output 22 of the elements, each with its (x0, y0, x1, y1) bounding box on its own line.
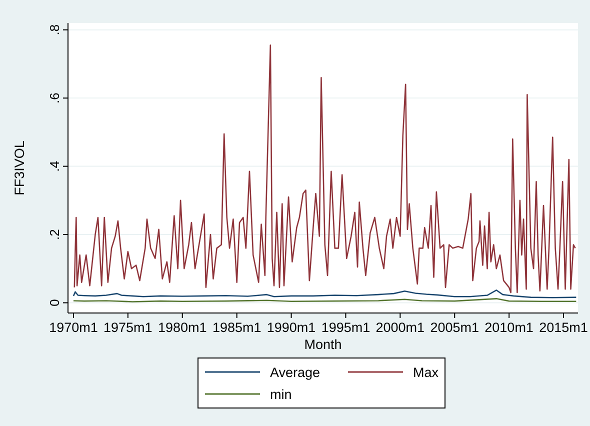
x-tick-label: 1980m1 (158, 320, 207, 335)
x-tick-label: 1985m1 (212, 320, 262, 335)
y-tick-label: .6 (47, 92, 62, 104)
x-tick-label: 2010m1 (484, 320, 534, 335)
y-tick-label: .8 (47, 24, 62, 36)
y-axis-title: FF3IVOL (12, 140, 27, 196)
line-series (74, 44, 576, 294)
x-tick-label: 1995m1 (321, 320, 370, 335)
y-tick-label: 0 (47, 299, 62, 306)
legend-label: Max (413, 365, 439, 380)
legend-label: min (270, 387, 292, 402)
x-tick-label: 1975m1 (104, 320, 152, 335)
x-tick-label: 1990m1 (266, 320, 316, 335)
x-tick-label: 2015m1 (539, 320, 588, 335)
y-tick-label: .4 (47, 160, 62, 172)
x-axis-title: Month (304, 337, 342, 352)
legend-label: Average (270, 365, 320, 380)
y-tick-label: .2 (47, 229, 62, 240)
x-tick-label: 2000m1 (376, 320, 425, 335)
x-tick-label: 1970m1 (49, 320, 98, 335)
x-tick-label: 2005m1 (430, 320, 480, 335)
line-series (72, 289, 577, 298)
